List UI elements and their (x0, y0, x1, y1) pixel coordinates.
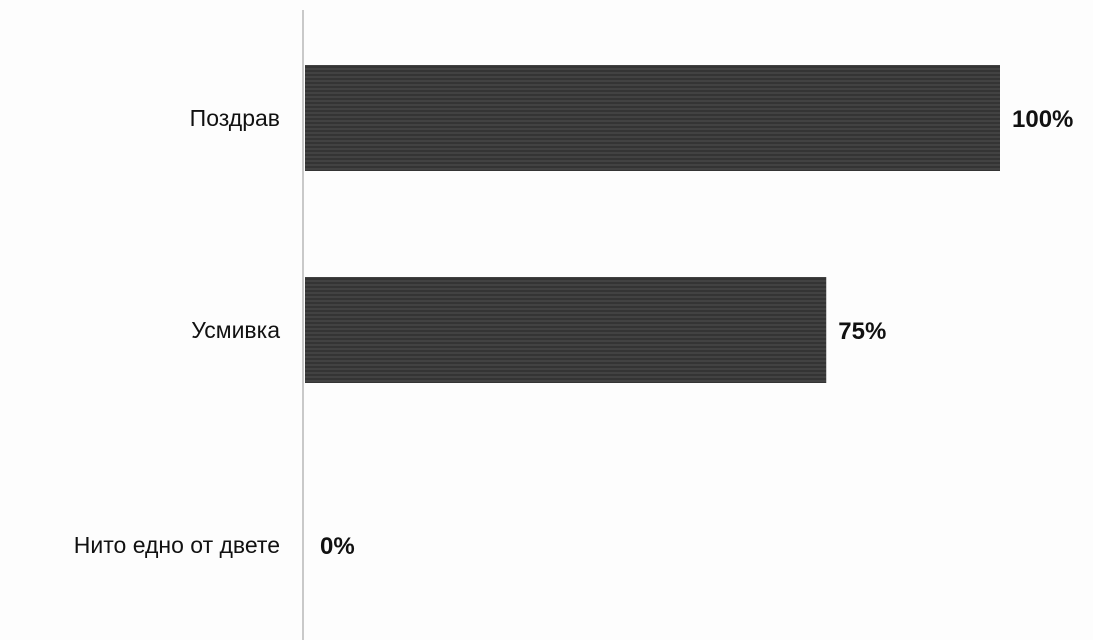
category-label: Поздрав (190, 105, 280, 131)
category-label: Усмивка (191, 317, 280, 343)
value-label: 75% (838, 318, 886, 345)
category-label: Нито едно от двете (74, 532, 280, 558)
chart-marks: Поздрав 100% Усмивка 75% Нито едно от двете 0… (74, 65, 1073, 560)
bar (305, 277, 827, 383)
value-label: 100% (1012, 106, 1073, 133)
value-label: 0% (320, 533, 355, 560)
bar (305, 65, 1000, 171)
